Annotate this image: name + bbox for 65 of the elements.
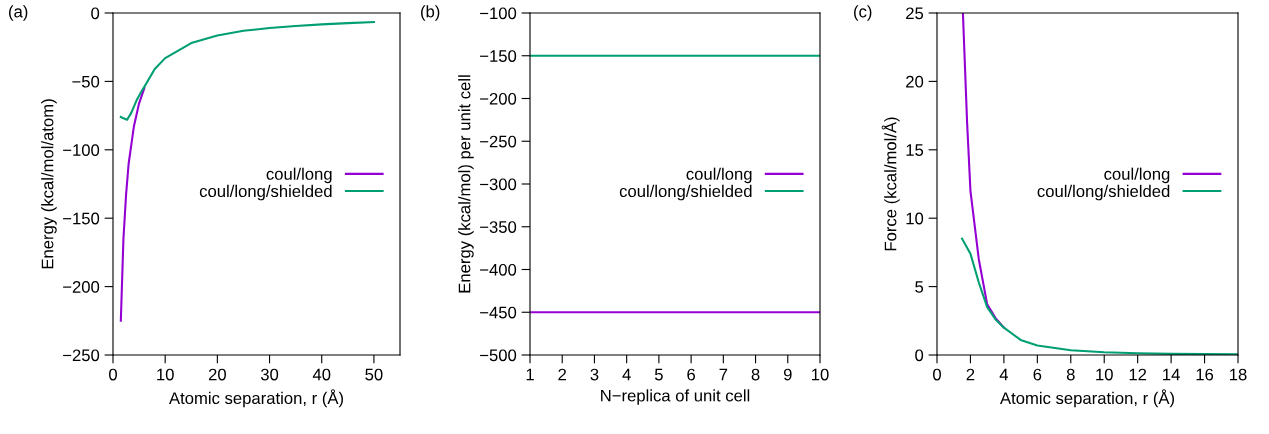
y-tick-label: −250 [63,349,100,362]
y-tick-label: 15 [906,144,924,156]
x-tick-label: 0 [109,368,117,381]
legend-label: coul/long/shielded [619,184,752,201]
x-tick-label: 20 [208,368,226,381]
y-tick-label: 5 [915,281,924,293]
y-tick-label: −350 [480,221,517,233]
legend-label: coul/long/shielded [199,184,332,201]
legend-label: coul/long [266,167,332,184]
x-tick-label: 3 [590,368,599,381]
x-tick-label: 7 [719,368,728,381]
x-tick-label: 1 [526,368,534,381]
y-tick-label: 0 [915,349,924,362]
y-tick-label: −450 [480,306,517,319]
x-tick-label: 12 [1129,368,1147,381]
x-tick-label: 8 [1066,368,1075,381]
x-tick-label: 18 [1230,368,1247,381]
x-axis-title: N−replica of unit cell [601,389,750,405]
y-tick-label: 10 [906,212,924,225]
y-tick-label: −250 [480,135,517,148]
x-axis-title: Atomic separation, r (Å) [169,389,343,408]
x-tick-label: 14 [1163,368,1180,381]
y-tick-label: −150 [480,50,517,62]
y-tick-label: 0 [91,7,100,20]
y-tick-label: −150 [63,212,100,225]
x-tick-label: 0 [933,368,941,381]
y-tick-label: −200 [63,281,100,293]
x-tick-label: 30 [260,368,279,381]
x-tick-label: 10 [812,368,829,381]
y-axis-title: Energy (kcal/mol/atom) [41,99,57,269]
text: (c) [854,5,872,21]
x-tick-label: 2 [558,368,567,381]
x-tick-label: 5 [654,368,663,381]
y-tick-label: −200 [480,92,517,105]
x-tick-label: 16 [1196,368,1214,381]
text: (a) [9,5,28,21]
line-series [119,87,146,322]
x-tick-label: 2 [966,368,975,381]
x-tick-label: 4 [622,368,631,381]
x-tick-label: 10 [1096,368,1113,381]
y-tick-label: 25 [906,7,924,20]
y-tick-label: −400 [480,263,517,276]
x-tick-label: 6 [1033,368,1042,381]
y-axis-title: Energy (kcal/mol) per unit cell [458,75,474,293]
x-tick-label: 10 [157,368,174,381]
line-series [961,237,1238,355]
y-tick-label: −300 [480,178,517,191]
legend-label: coul/long/shielded [1037,184,1170,201]
y-tick-label: −500 [480,349,517,362]
x-tick-label: 50 [365,368,383,381]
x-tick-label: 4 [999,368,1009,381]
y-tick-label: −100 [63,144,100,156]
y-tick-label: −100 [480,7,517,20]
x-tick-label: 9 [783,368,792,381]
text: (b) [421,5,440,21]
y-axis-title: Force (kcal/mol/Å) [881,117,900,251]
x-axis-title: Atomic separation, r (Å) [1000,389,1174,408]
y-tick-label: 20 [906,75,924,88]
x-tick-label: 8 [751,368,760,381]
legend-label: coul/long [686,167,752,184]
line-series [119,20,375,121]
legend-label: coul/long [1104,167,1170,184]
x-tick-label: 40 [312,368,331,381]
x-tick-label: 6 [687,368,696,381]
y-tick-label: −50 [72,75,100,88]
